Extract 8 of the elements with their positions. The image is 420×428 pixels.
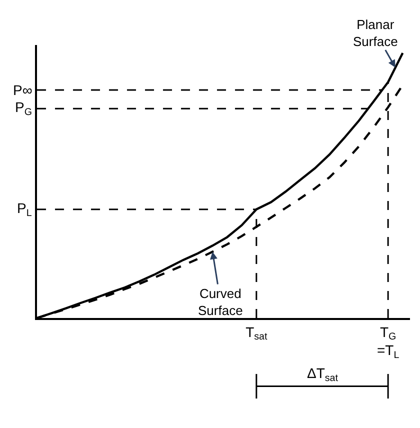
series-label: Curved Surface [198,286,243,318]
x-tick-label: T$_{sat}$ [246,324,268,343]
text: ΔT$_{sat}$ [307,365,338,384]
ref-line-label: P$_{G}$ [15,99,32,118]
series-label: Planar Surface [353,17,398,49]
ref-line-label: P∞ [13,82,32,98]
x-tick-label: T$_{G}$ =T$_{L}$ [376,324,400,361]
ref-line-label: P$_{L}$ [17,200,32,219]
